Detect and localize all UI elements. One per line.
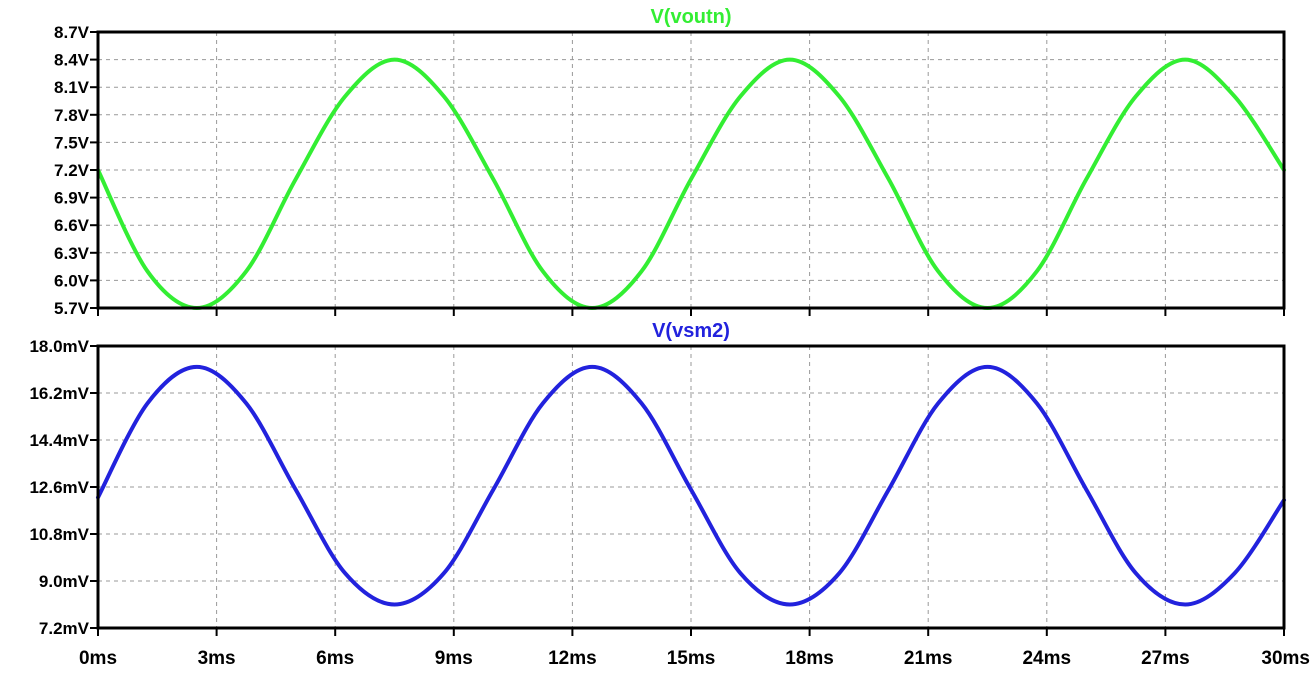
y-tick-label: 9.0mV — [39, 572, 90, 591]
y-tick-label: 7.2V — [54, 161, 90, 180]
y-tick-label: 10.8mV — [29, 525, 89, 544]
y-tick-label: 18.0mV — [29, 337, 89, 356]
x-tick-label: 0ms — [79, 648, 117, 669]
x-tick-label: 12ms — [548, 648, 597, 669]
y-tick-label: 12.6mV — [29, 478, 89, 497]
y-tick-label: 8.4V — [54, 51, 90, 70]
x-tick-label: 9ms — [435, 648, 473, 669]
y-tick-label: 6.0V — [54, 271, 90, 290]
series-line-1-0 — [96, 364, 1286, 607]
y-tick-label: 6.6V — [54, 216, 90, 235]
x-tick-label: 3ms — [198, 648, 236, 669]
y-tick-label: 7.8V — [54, 106, 90, 125]
y-tick-label: 7.5V — [54, 133, 90, 152]
x-tick-label: 24ms — [1022, 648, 1071, 669]
y-tick-label: 7.2mV — [39, 619, 90, 638]
x-tick-label: 18ms — [785, 648, 834, 669]
x-tick-label: 30ms — [1261, 648, 1310, 669]
vsm2-pane[interactable]: 7.2mV 9.0mV 10.8mV 12.6mV 14.4mV 16.2mV 18.0mV… — [29, 320, 1310, 669]
y-tick-label: 6.3V — [54, 244, 90, 263]
voutn-pane[interactable]: 5.7V 6.0V 6.3V 6.6V 6.9V 7.2V 7.5V 7.8V 8.1V 8.4V… — [54, 6, 1286, 318]
series-line-0-0 — [96, 57, 1286, 310]
x-tick-label: 21ms — [904, 648, 953, 669]
y-tick-label: 6.9V — [54, 189, 90, 208]
x-tick-label: 27ms — [1141, 648, 1190, 669]
y-tick-label: 16.2mV — [29, 384, 89, 403]
y-tick-label: 8.1V — [54, 78, 90, 97]
trace-title[interactable]: V(vsm2) — [652, 320, 730, 342]
y-tick-label: 8.7V — [54, 23, 90, 42]
y-tick-label: 5.7V — [54, 299, 90, 318]
trace-title[interactable]: V(voutn) — [650, 6, 731, 28]
x-tick-label: 6ms — [316, 648, 354, 669]
y-tick-label: 14.4mV — [29, 431, 89, 450]
x-tick-label: 15ms — [667, 648, 716, 669]
